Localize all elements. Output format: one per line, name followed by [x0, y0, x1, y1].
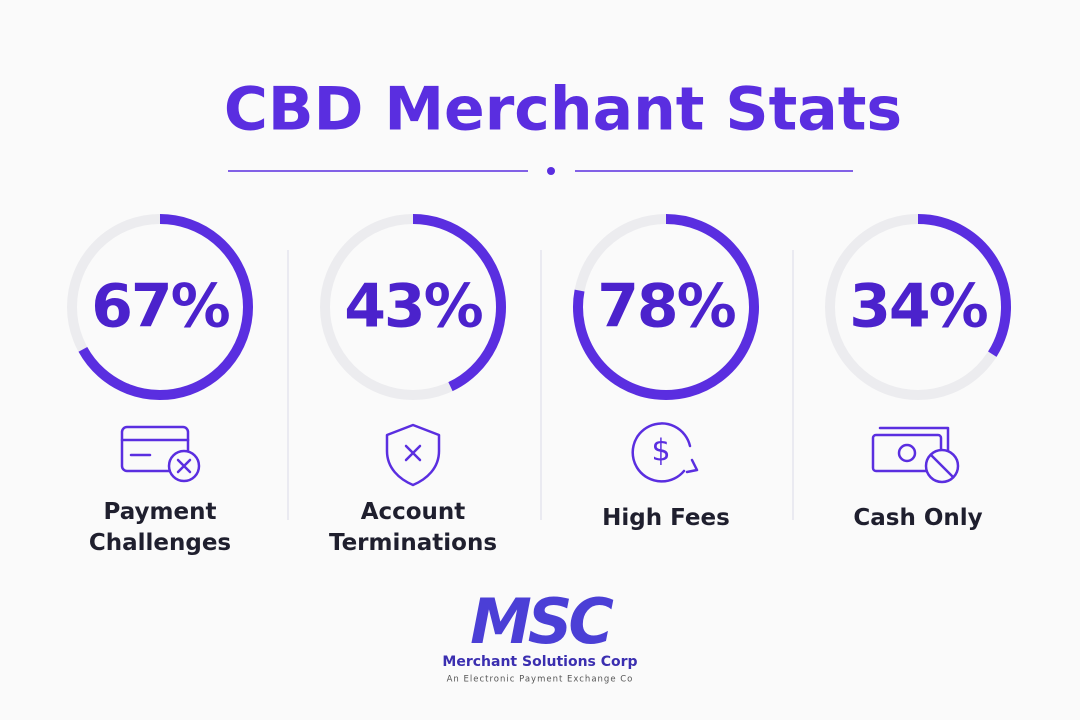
stat-value: 34% [849, 272, 987, 342]
logo-name: Merchant Solutions Corp [442, 654, 637, 670]
cash-icon [871, 426, 960, 484]
icons: $ [120, 422, 960, 487]
svg-text:$: $ [651, 434, 670, 469]
logo: MSC Merchant Solutions Corp An Electroni… [442, 585, 637, 684]
stat-value: 43% [344, 272, 482, 342]
title: CBD Merchant Stats [224, 75, 902, 145]
stat-value: 67% [91, 272, 229, 342]
rule-dot [547, 167, 555, 175]
dollar-icon: $ [631, 422, 699, 483]
stat-label: Payment Challenges [88, 499, 232, 556]
card-icon [120, 425, 201, 483]
stat-label: Cash Only [853, 505, 983, 531]
dividers [287, 250, 794, 520]
shield-icon [385, 423, 441, 487]
stat-label: High Fees [602, 505, 730, 531]
logo-mark: MSC [470, 585, 613, 658]
stat-label: Account Terminations [328, 499, 498, 556]
ring-arc [573, 214, 759, 400]
stat-value: 78% [597, 272, 735, 342]
logo-tagline: An Electronic Payment Exchange Co [447, 675, 634, 685]
ring-arc [412, 214, 506, 392]
ring-arc [917, 214, 1011, 357]
ring-arc [78, 214, 253, 400]
